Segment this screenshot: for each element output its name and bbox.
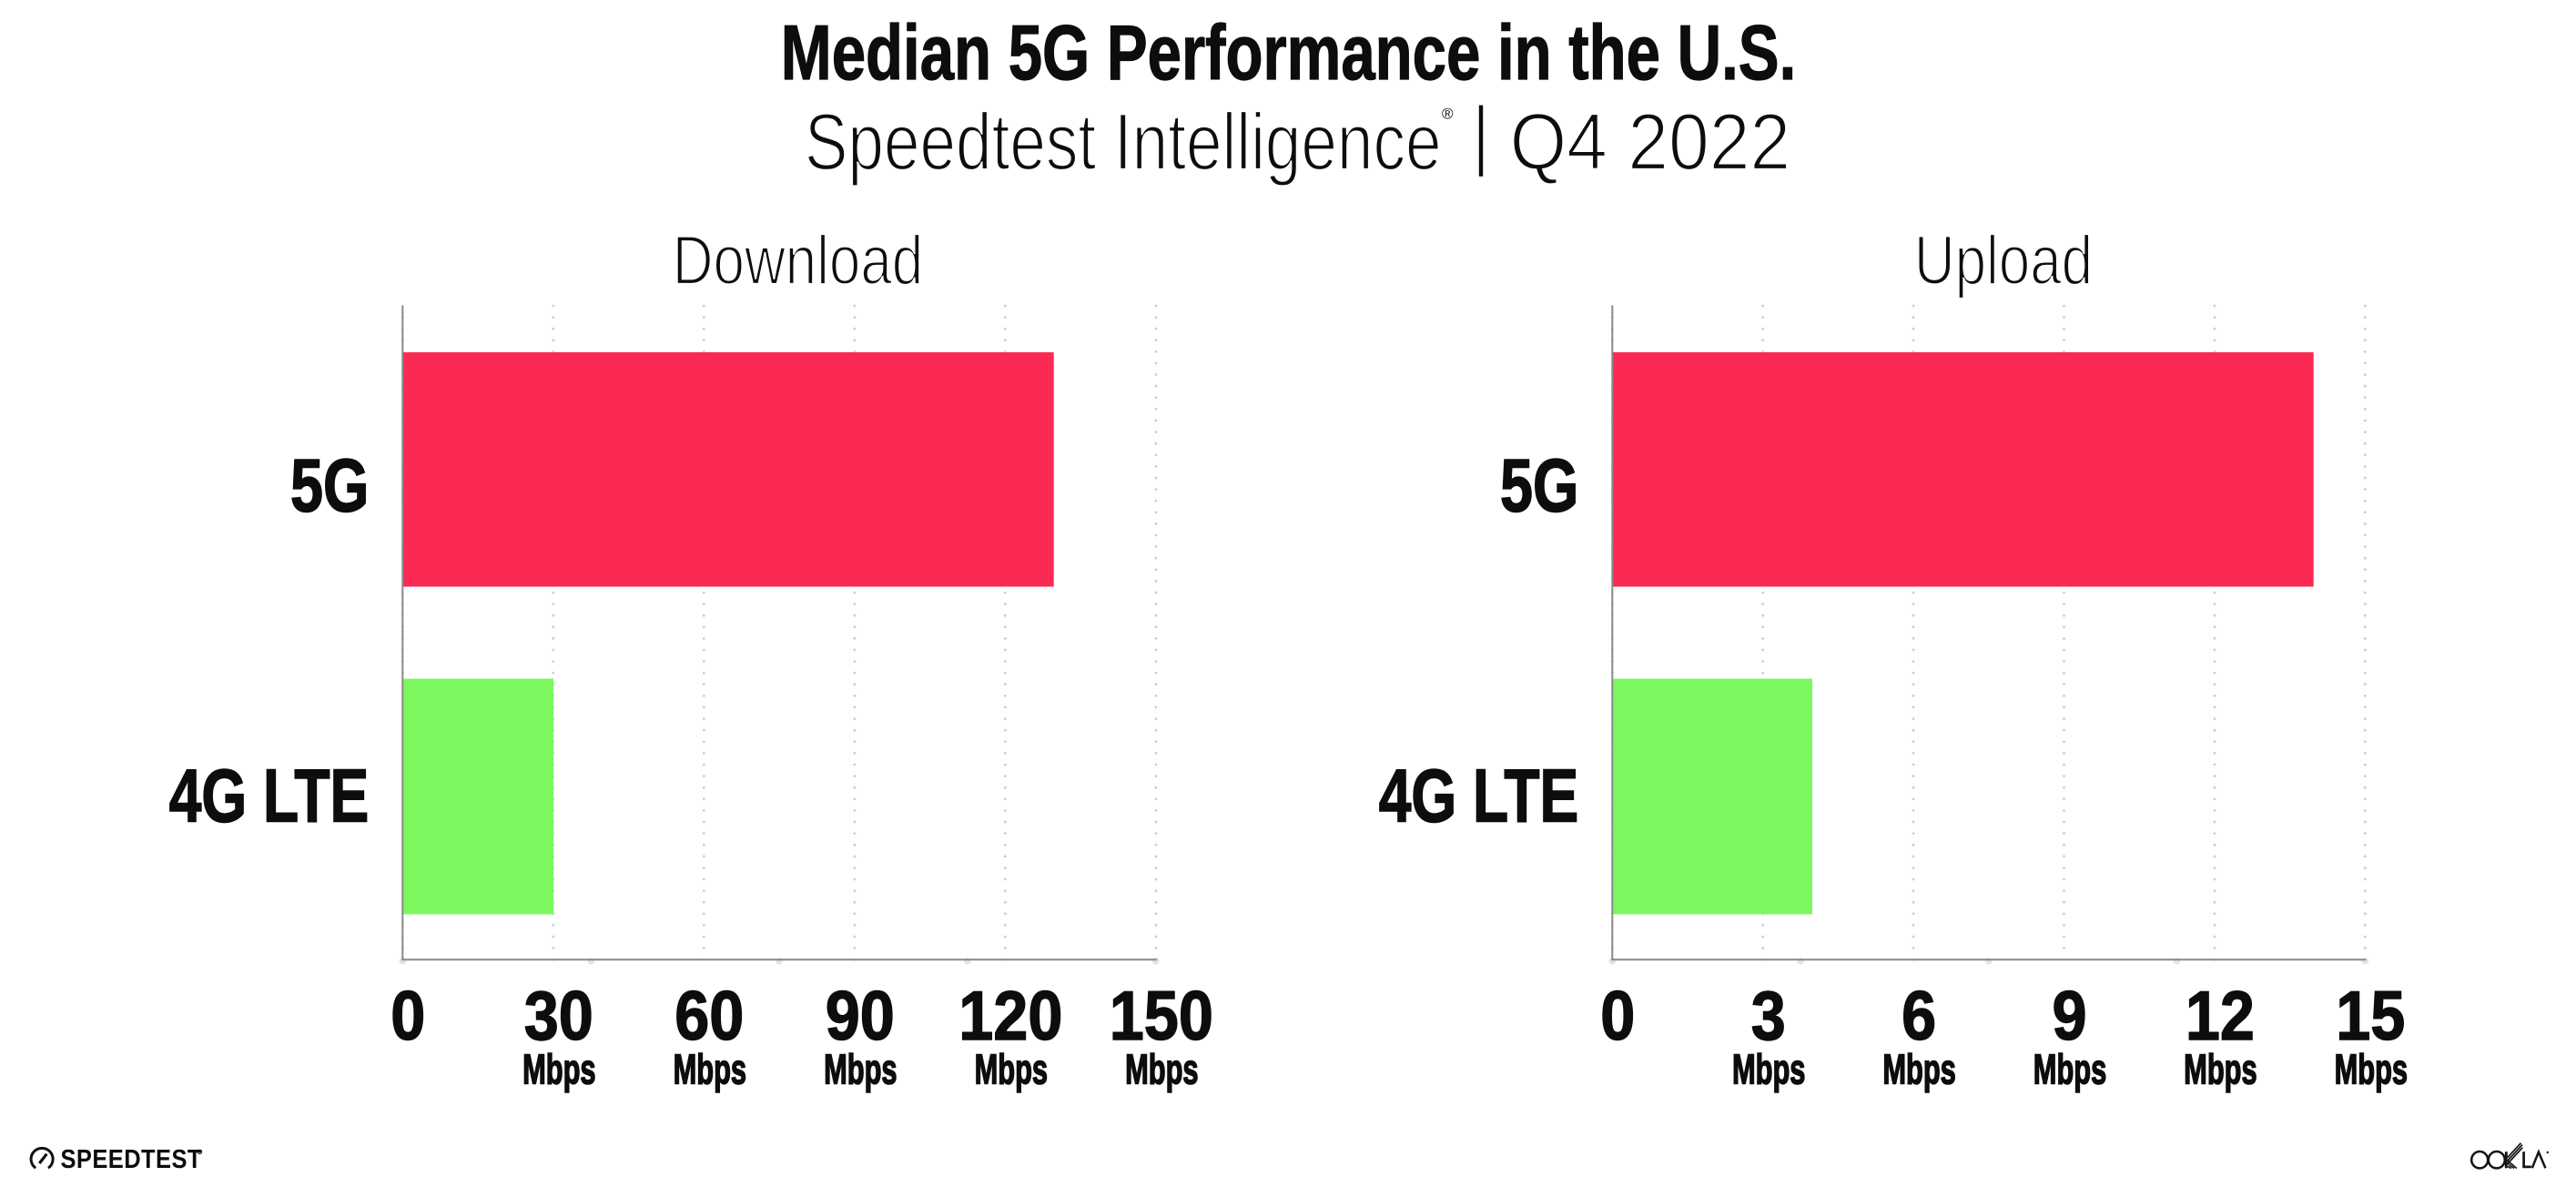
svg-text:6: 6 [1902, 979, 1936, 1055]
svg-text:90: 90 [826, 979, 895, 1055]
svg-text:Mbps: Mbps [2033, 1047, 2106, 1093]
svg-text:Q4 2022: Q4 2022 [1510, 97, 1791, 187]
svg-text:Mbps: Mbps [674, 1047, 746, 1093]
svg-text:120: 120 [958, 979, 1062, 1055]
svg-text:60: 60 [674, 979, 744, 1055]
svg-text:4G LTE: 4G LTE [169, 754, 369, 838]
svg-text:Mbps: Mbps [2184, 1047, 2257, 1093]
svg-text:0: 0 [1600, 979, 1635, 1055]
svg-text:4G LTE: 4G LTE [1379, 754, 1578, 838]
svg-text:0: 0 [390, 979, 425, 1055]
svg-text:12: 12 [2186, 979, 2255, 1055]
svg-text:5G: 5G [1500, 443, 1578, 528]
svg-text:Mbps: Mbps [824, 1047, 897, 1093]
svg-text:150: 150 [1110, 979, 1213, 1055]
svg-text:15: 15 [2336, 979, 2405, 1055]
svg-text:Mbps: Mbps [522, 1047, 595, 1093]
svg-text:30: 30 [524, 979, 593, 1055]
svg-text:Mbps: Mbps [1882, 1047, 1955, 1093]
svg-text:Mbps: Mbps [975, 1047, 1048, 1093]
svg-text:3: 3 [1751, 979, 1786, 1055]
svg-text:Mbps: Mbps [2335, 1047, 2408, 1093]
svg-text:SPEEDTEST: SPEEDTEST [61, 1145, 202, 1174]
svg-text:Upload: Upload [1914, 221, 2093, 299]
svg-text:®: ® [1442, 106, 1454, 123]
svg-text:Mbps: Mbps [1732, 1047, 1805, 1093]
svg-text:9: 9 [2052, 979, 2086, 1055]
svg-text:Download: Download [673, 221, 923, 299]
svg-text:Mbps: Mbps [1125, 1047, 1198, 1093]
svg-text:Speedtest Intelligence: Speedtest Intelligence [805, 97, 1442, 187]
svg-text:Median 5G Performance in the U: Median 5G Performance in the U.S. [781, 11, 1796, 96]
svg-text:5G: 5G [290, 443, 369, 528]
